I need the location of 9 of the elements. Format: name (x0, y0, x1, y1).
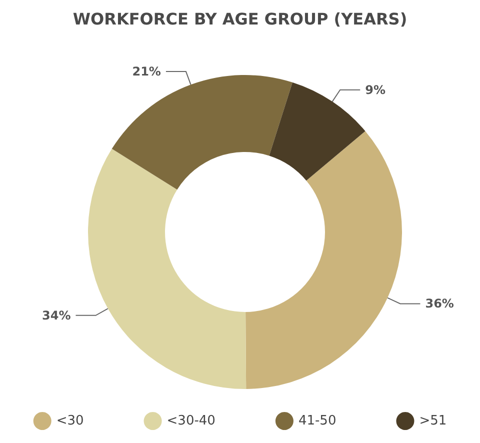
data-label: 36% (425, 296, 454, 311)
legend-label: >51 (419, 414, 447, 428)
data-label: 34% (42, 308, 71, 322)
data-label: 21% (132, 64, 161, 79)
legend-label: <30 (56, 414, 84, 428)
chart-title: WORKFORCE BY AGE GROUP (YEARS) (72, 10, 408, 28)
legend-label: 41-50 (298, 414, 336, 428)
legend-label: <30-40 (166, 414, 216, 428)
data-label: 9% (365, 82, 386, 97)
